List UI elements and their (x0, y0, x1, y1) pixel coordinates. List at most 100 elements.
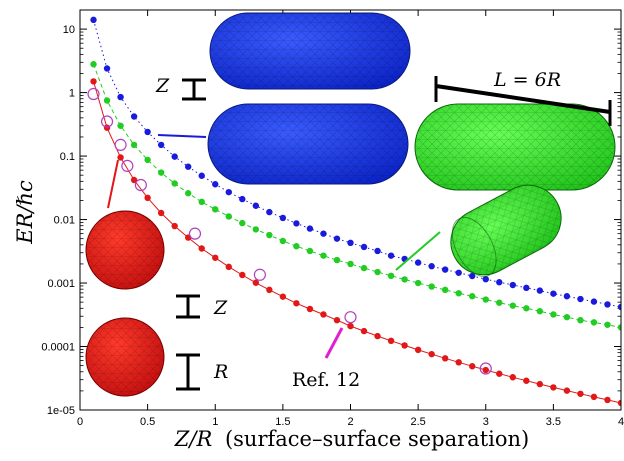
data-point-spherocylinders-side-by-side (604, 301, 611, 308)
blue-spherocylinders-illustration: Z (155, 12, 411, 185)
data-point-spherocylinders-side-by-side (428, 263, 435, 270)
data-point-spherocylinders-end-to-end (563, 313, 571, 321)
data-point-spherocylinders-side-by-side (482, 275, 489, 283)
data-point-spherocylinders-side-by-side (157, 141, 165, 149)
data-point-spherocylinders-end-to-end (320, 252, 327, 259)
y-tick-label: 1e-05 (47, 405, 75, 417)
series-line-spherocylinders-side-by-side (93, 19, 621, 308)
data-point-spheres (239, 271, 246, 279)
data-point-spherocylinders-end-to-end (144, 156, 151, 164)
data-point-spherocylinders-end-to-end (198, 198, 205, 206)
data-point-spherocylinders-side-by-side (360, 243, 368, 251)
data-point-spherocylinders-end-to-end (590, 319, 598, 326)
y-tick-label: 0.0001 (41, 342, 75, 354)
data-point-spherocylinders-end-to-end (441, 286, 449, 294)
data-point-spheres (252, 279, 260, 286)
data-point-spherocylinders-side-by-side (293, 220, 300, 227)
y-axis-label: ER/ℏc (13, 180, 37, 245)
data-point-spheres (347, 322, 354, 330)
data-point-spherocylinders-side-by-side (212, 181, 219, 188)
data-point-spheres (306, 305, 314, 313)
y-tick-label: 0.01 (54, 215, 75, 227)
data-point-spherocylinders-side-by-side (577, 295, 584, 303)
data-point-spheres (117, 154, 124, 161)
reference-point (87, 87, 100, 101)
data-series (87, 16, 621, 407)
reference-point (121, 159, 134, 173)
data-point-spheres (90, 78, 97, 85)
data-point-spherocylinders-side-by-side (509, 281, 516, 289)
data-point-spheres (157, 209, 165, 217)
data-point-spherocylinders-end-to-end (374, 268, 381, 276)
data-point-spherocylinders-end-to-end (252, 226, 260, 233)
data-point-spheres (144, 194, 151, 202)
data-point-spheres (536, 380, 544, 388)
x-tick-label: 3 (483, 416, 489, 428)
data-point-spherocylinders-end-to-end (130, 141, 138, 149)
data-point-spherocylinders-side-by-side (333, 235, 341, 242)
data-point-spherocylinders-end-to-end (536, 308, 544, 315)
x-axis-label-math: Z/R (174, 427, 213, 451)
data-point-spherocylinders-side-by-side (496, 279, 503, 286)
data-point-spherocylinders-end-to-end (239, 219, 246, 227)
data-point-spherocylinders-side-by-side (536, 287, 544, 294)
data-point-spherocylinders-end-to-end (103, 97, 111, 104)
data-point-spherocylinders-end-to-end (266, 231, 273, 239)
data-point-spheres (360, 327, 368, 335)
data-point-spherocylinders-side-by-side (414, 259, 422, 266)
data-point-spherocylinders-side-by-side (266, 208, 273, 216)
data-point-spherocylinders-end-to-end (279, 237, 287, 245)
x-tick-label: 0 (77, 416, 83, 428)
data-point-spherocylinders-side-by-side (347, 239, 354, 247)
y-tick-label: 0.1 (60, 151, 75, 163)
data-point-spherocylinders-end-to-end (171, 180, 178, 187)
length-marker (434, 76, 612, 126)
reference-annotation: Ref. 12 (292, 327, 360, 391)
data-point-spherocylinders-side-by-side (590, 298, 598, 305)
data-point-spherocylinders-end-to-end (185, 190, 192, 197)
data-point-spheres (279, 293, 287, 300)
series-line-spheres (93, 81, 621, 404)
data-point-spherocylinders-side-by-side (252, 202, 260, 209)
data-point-spherocylinders-side-by-side (90, 16, 97, 24)
x-tick-label: 3.5 (546, 416, 561, 428)
data-point-spherocylinders-end-to-end (523, 305, 530, 312)
reference-point (134, 178, 147, 192)
reference-label: Ref. 12 (292, 369, 360, 391)
data-point-spheres (550, 384, 557, 391)
data-point-spherocylinders-side-by-side (198, 172, 205, 179)
data-point-spherocylinders-end-to-end (360, 264, 368, 272)
x-tick-label: 2.5 (410, 416, 425, 428)
data-point-spheres (387, 337, 395, 345)
data-point-spheres (590, 393, 598, 401)
data-point-spheres (130, 176, 138, 184)
data-point-spherocylinders-side-by-side (144, 128, 151, 136)
data-point-spheres (198, 245, 205, 252)
data-point-spherocylinders-end-to-end (401, 276, 408, 283)
red-spheres-illustration: Z R (85, 159, 228, 397)
reference-pointer-line (324, 327, 344, 359)
data-point-spherocylinders-side-by-side (441, 266, 449, 273)
data-point-spherocylinders-side-by-side (563, 293, 571, 300)
red-pointer-line (107, 159, 119, 209)
data-point-spheres (428, 350, 435, 358)
data-point-spheres (401, 342, 408, 349)
data-point-spheres (103, 124, 111, 131)
axis-ticks: 0 0.5 1 1.5 2 2.5 3 3.5 4 10 1 0.1 0.01 0.001 0.0001 1e… (41, 9, 624, 428)
data-point-spherocylinders-side-by-side (117, 93, 124, 101)
data-point-spheres (171, 222, 178, 230)
data-point-spheres (414, 346, 422, 354)
x-axis-label: Z/R (surface–surface separation) (174, 427, 529, 451)
reference-point (479, 362, 492, 375)
data-point-spherocylinders-end-to-end (333, 256, 341, 264)
data-point-spherocylinders-side-by-side (103, 65, 111, 72)
data-point-spheres (374, 332, 381, 340)
reference-point (188, 227, 202, 240)
length-label: L = 6R (493, 69, 561, 91)
data-point-spheres (563, 387, 571, 394)
sphere-radius-label: R (213, 361, 228, 383)
data-point-spherocylinders-end-to-end (496, 299, 503, 306)
green-spherocylinders-illustration: L = 6R (395, 69, 616, 277)
plot-frame (79, 9, 622, 411)
